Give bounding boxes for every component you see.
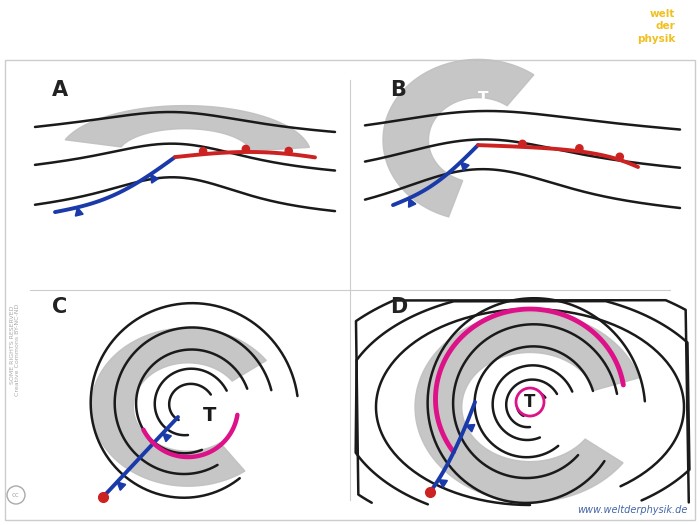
Polygon shape xyxy=(461,162,469,171)
Circle shape xyxy=(516,388,544,416)
Text: Lebenslauf eines Sturmtiefs: Lebenslauf eines Sturmtiefs xyxy=(14,13,497,42)
Circle shape xyxy=(199,148,206,155)
Polygon shape xyxy=(466,425,475,432)
Circle shape xyxy=(576,145,583,152)
Circle shape xyxy=(616,153,624,160)
Polygon shape xyxy=(76,207,83,216)
Polygon shape xyxy=(383,59,534,217)
Circle shape xyxy=(285,148,293,155)
Polygon shape xyxy=(163,433,172,442)
Text: welt
der
physik: welt der physik xyxy=(637,9,676,44)
Circle shape xyxy=(242,145,249,153)
Polygon shape xyxy=(438,480,447,487)
Text: A: A xyxy=(52,80,68,100)
Text: www.weltderphysik.de: www.weltderphysik.de xyxy=(578,505,688,515)
Text: Creative Commons BY-NC-ND: Creative Commons BY-NC-ND xyxy=(15,304,20,396)
Text: T: T xyxy=(524,393,536,411)
Text: D: D xyxy=(390,297,407,317)
Text: SOME RIGHTS RESERVED: SOME RIGHTS RESERVED xyxy=(10,306,15,384)
Text: C: C xyxy=(52,297,67,317)
Polygon shape xyxy=(150,174,158,183)
Text: T: T xyxy=(203,405,217,425)
Polygon shape xyxy=(91,328,266,486)
Text: cc: cc xyxy=(12,492,20,498)
Text: B: B xyxy=(390,80,406,100)
Polygon shape xyxy=(409,198,416,207)
Circle shape xyxy=(519,140,526,148)
Text: T: T xyxy=(477,91,489,106)
Polygon shape xyxy=(65,106,309,151)
Polygon shape xyxy=(415,312,639,502)
Polygon shape xyxy=(117,482,126,490)
